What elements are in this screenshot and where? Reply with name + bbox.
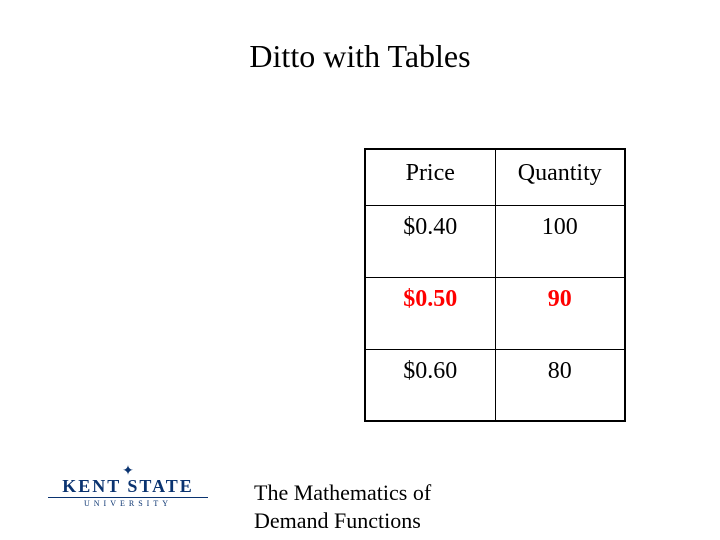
- cell-price: $0.40: [365, 205, 495, 277]
- cell-quantity: 80: [495, 349, 625, 421]
- kent-state-logo: ✦ KENT STATE UNIVERSITY: [48, 465, 208, 508]
- footer-text: The Mathematics of Demand Functions: [254, 479, 431, 534]
- footer-line-2: Demand Functions: [254, 507, 431, 535]
- logo-main-text: KENT STATE: [48, 477, 208, 495]
- cell-quantity: 90: [495, 277, 625, 349]
- table-row-highlight: $0.50 90: [365, 277, 625, 349]
- cell-quantity: 100: [495, 205, 625, 277]
- slide-title: Ditto with Tables: [0, 38, 720, 75]
- footer-line-1: The Mathematics of: [254, 479, 431, 507]
- col-header-price: Price: [365, 149, 495, 205]
- table-row: $0.40 100: [365, 205, 625, 277]
- col-header-quantity: Quantity: [495, 149, 625, 205]
- cell-price: $0.50: [365, 277, 495, 349]
- demand-table: Price Quantity $0.40 100 $0.50 90 $0.60 …: [364, 148, 626, 422]
- logo-sub-text: UNIVERSITY: [48, 497, 208, 508]
- table-header-row: Price Quantity: [365, 149, 625, 205]
- cell-price: $0.60: [365, 349, 495, 421]
- table-row: $0.60 80: [365, 349, 625, 421]
